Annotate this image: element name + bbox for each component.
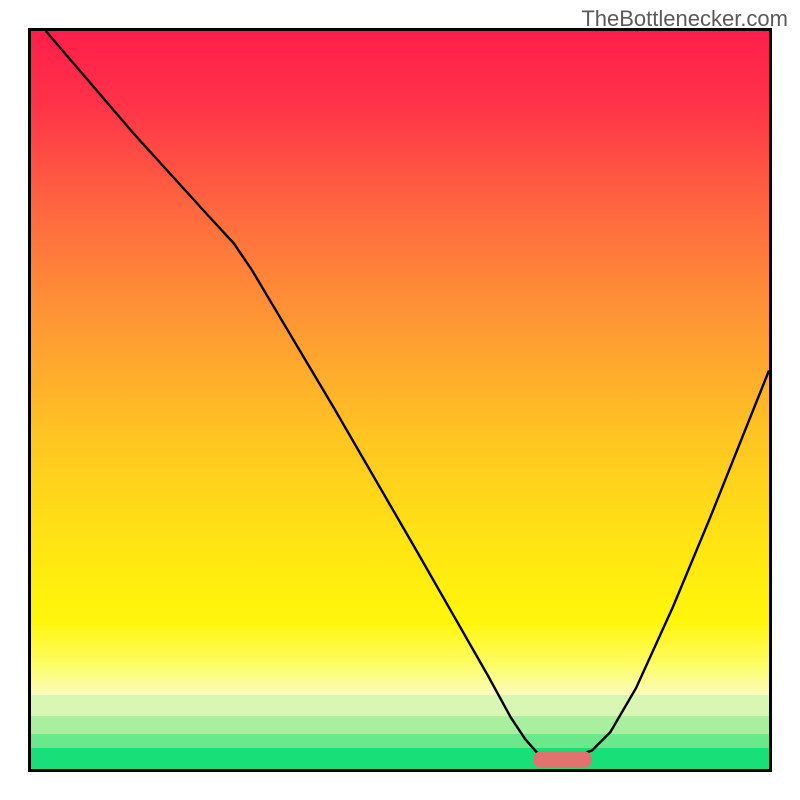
chart-plot-area	[28, 28, 772, 772]
bottleneck-curve	[31, 31, 769, 769]
optimal-marker-pill	[533, 751, 592, 768]
watermark-text: TheBottlenecker.com	[581, 6, 788, 32]
